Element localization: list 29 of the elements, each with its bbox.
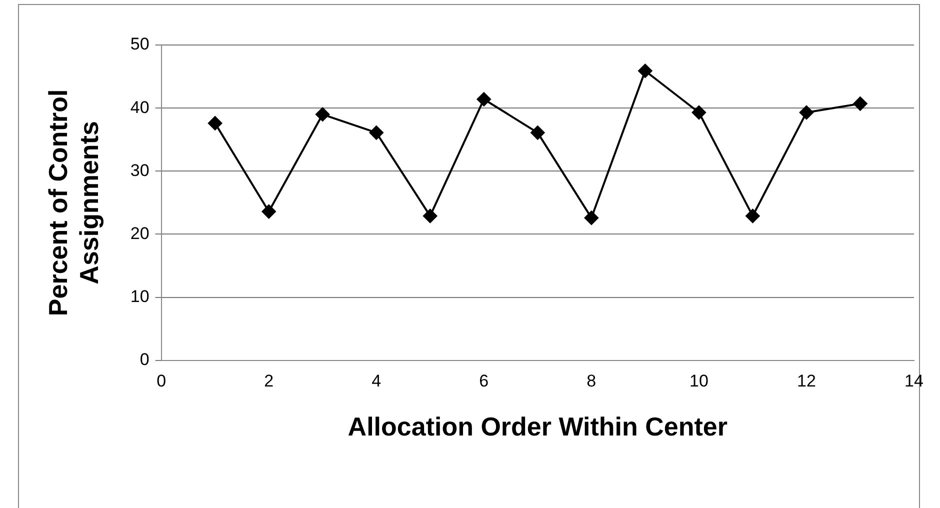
y-tick-label: 10: [130, 287, 150, 306]
y-tick-label: 40: [130, 98, 150, 117]
point: [476, 92, 491, 106]
point: [853, 96, 868, 111]
point: [530, 126, 545, 140]
point: [316, 107, 330, 122]
x-axis-title: Allocation Order Within Center: [348, 412, 728, 442]
x-tick-label: 14: [904, 371, 924, 390]
point: [369, 126, 384, 140]
point: [208, 116, 222, 130]
y-tick-label: 0: [140, 350, 150, 370]
x-tick-label: 8: [586, 371, 596, 390]
point: [799, 105, 814, 120]
point: [692, 105, 706, 120]
point: [638, 64, 652, 78]
point: [746, 208, 760, 223]
x-tick-label: 4: [372, 371, 382, 390]
y-axis-title: Percent of Control Assignments: [42, 89, 104, 316]
x-tick-label: 10: [689, 371, 708, 390]
x-tick-label: 2: [264, 371, 274, 390]
x-tick-label: 6: [479, 371, 489, 390]
point: [262, 204, 276, 219]
y-tick-label: 50: [130, 34, 150, 54]
point: [584, 210, 598, 225]
x-tick-label: 0: [156, 371, 166, 390]
y-tick-label: 20: [130, 224, 150, 243]
point: [423, 208, 438, 223]
y-tick-label: 30: [130, 160, 150, 180]
x-tick-label: 12: [797, 371, 816, 390]
